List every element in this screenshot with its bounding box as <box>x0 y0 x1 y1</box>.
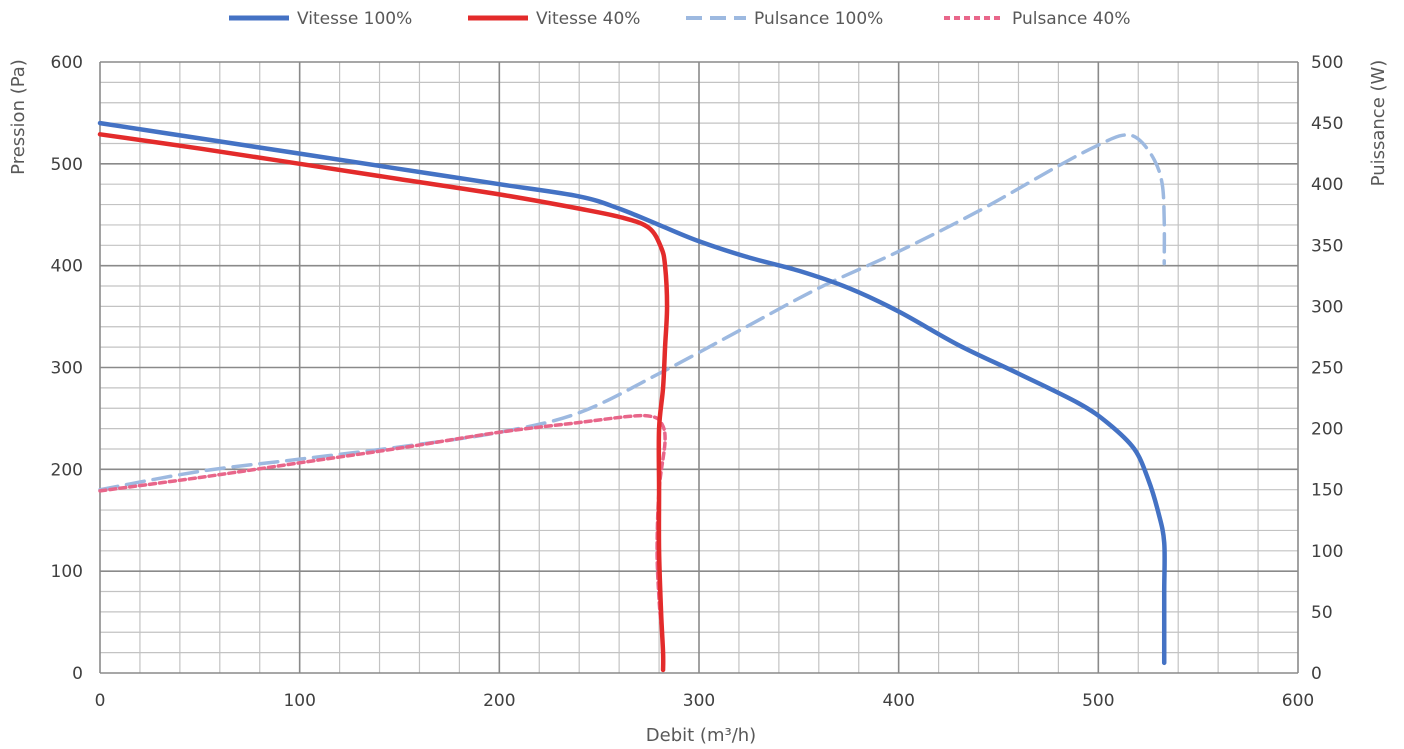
y-tick-label: 100 <box>51 562 83 582</box>
legend: Vitesse 100% Vitesse 40% Pulsance 100% P… <box>229 9 1131 29</box>
y2-tick-label: 200 <box>1311 420 1343 440</box>
y2-tick-label: 150 <box>1311 481 1343 501</box>
x-axis-title: Debit (m³/h) <box>646 725 756 746</box>
y2-tick-label: 250 <box>1311 359 1343 379</box>
x-tick-label: 100 <box>283 691 315 711</box>
legend-label-vitesse-100: Vitesse 100% <box>297 9 412 29</box>
y-tick-label: 400 <box>51 257 83 277</box>
grid-major <box>99 61 1299 674</box>
y-tick-label: 600 <box>51 53 83 73</box>
legend-label-vitesse-40: Vitesse 40% <box>536 9 640 29</box>
x-tick-label: 0 <box>95 691 106 711</box>
series-line-vitesse-40 <box>97 132 670 673</box>
x-tick-label: 400 <box>882 691 914 711</box>
y-tick-label: 300 <box>51 359 83 379</box>
y-tick-label: 200 <box>51 460 83 480</box>
legend-item-vitesse-40: Vitesse 40% <box>468 9 640 29</box>
x-tick-label: 500 <box>1082 691 1114 711</box>
y2-tick-label: 0 <box>1311 664 1322 684</box>
legend-item-vitesse-100: Vitesse 100% <box>229 9 412 29</box>
series-layer <box>97 120 1167 673</box>
x-tick-label: 300 <box>683 691 715 711</box>
legend-label-pulsance-100: Pulsance 100% <box>754 9 883 29</box>
legend-item-pulsance-100: Pulsance 100% <box>686 9 883 29</box>
legend-label-pulsance-40: Pulsance 40% <box>1012 9 1131 29</box>
y-tick-label: 0 <box>72 664 83 684</box>
legend-item-pulsance-40: Pulsance 40% <box>944 9 1131 29</box>
series-line-vitesse-100 <box>97 120 1167 666</box>
y2-tick-label: 300 <box>1311 297 1343 317</box>
x-tick-label: 600 <box>1282 691 1314 711</box>
x-tick-label: 200 <box>483 691 515 711</box>
ticks-layer: 0 100 200 300 400 500 600 0 100 200 300 400 500 600 0 5… <box>51 53 1344 711</box>
y2-tick-label: 50 <box>1311 603 1333 623</box>
series-line-pulsance-40 <box>98 413 667 626</box>
y2-tick-label: 100 <box>1311 542 1343 562</box>
y2-tick-label: 350 <box>1311 236 1343 256</box>
y2-tick-label: 500 <box>1311 53 1343 73</box>
y2-tick-label: 450 <box>1311 114 1343 134</box>
y-tick-label: 500 <box>51 155 83 175</box>
y2-axis-title: Puissance (W) <box>1368 60 1389 187</box>
y-axis-title: Pression (Pa) <box>8 59 29 175</box>
y2-tick-label: 400 <box>1311 175 1343 195</box>
